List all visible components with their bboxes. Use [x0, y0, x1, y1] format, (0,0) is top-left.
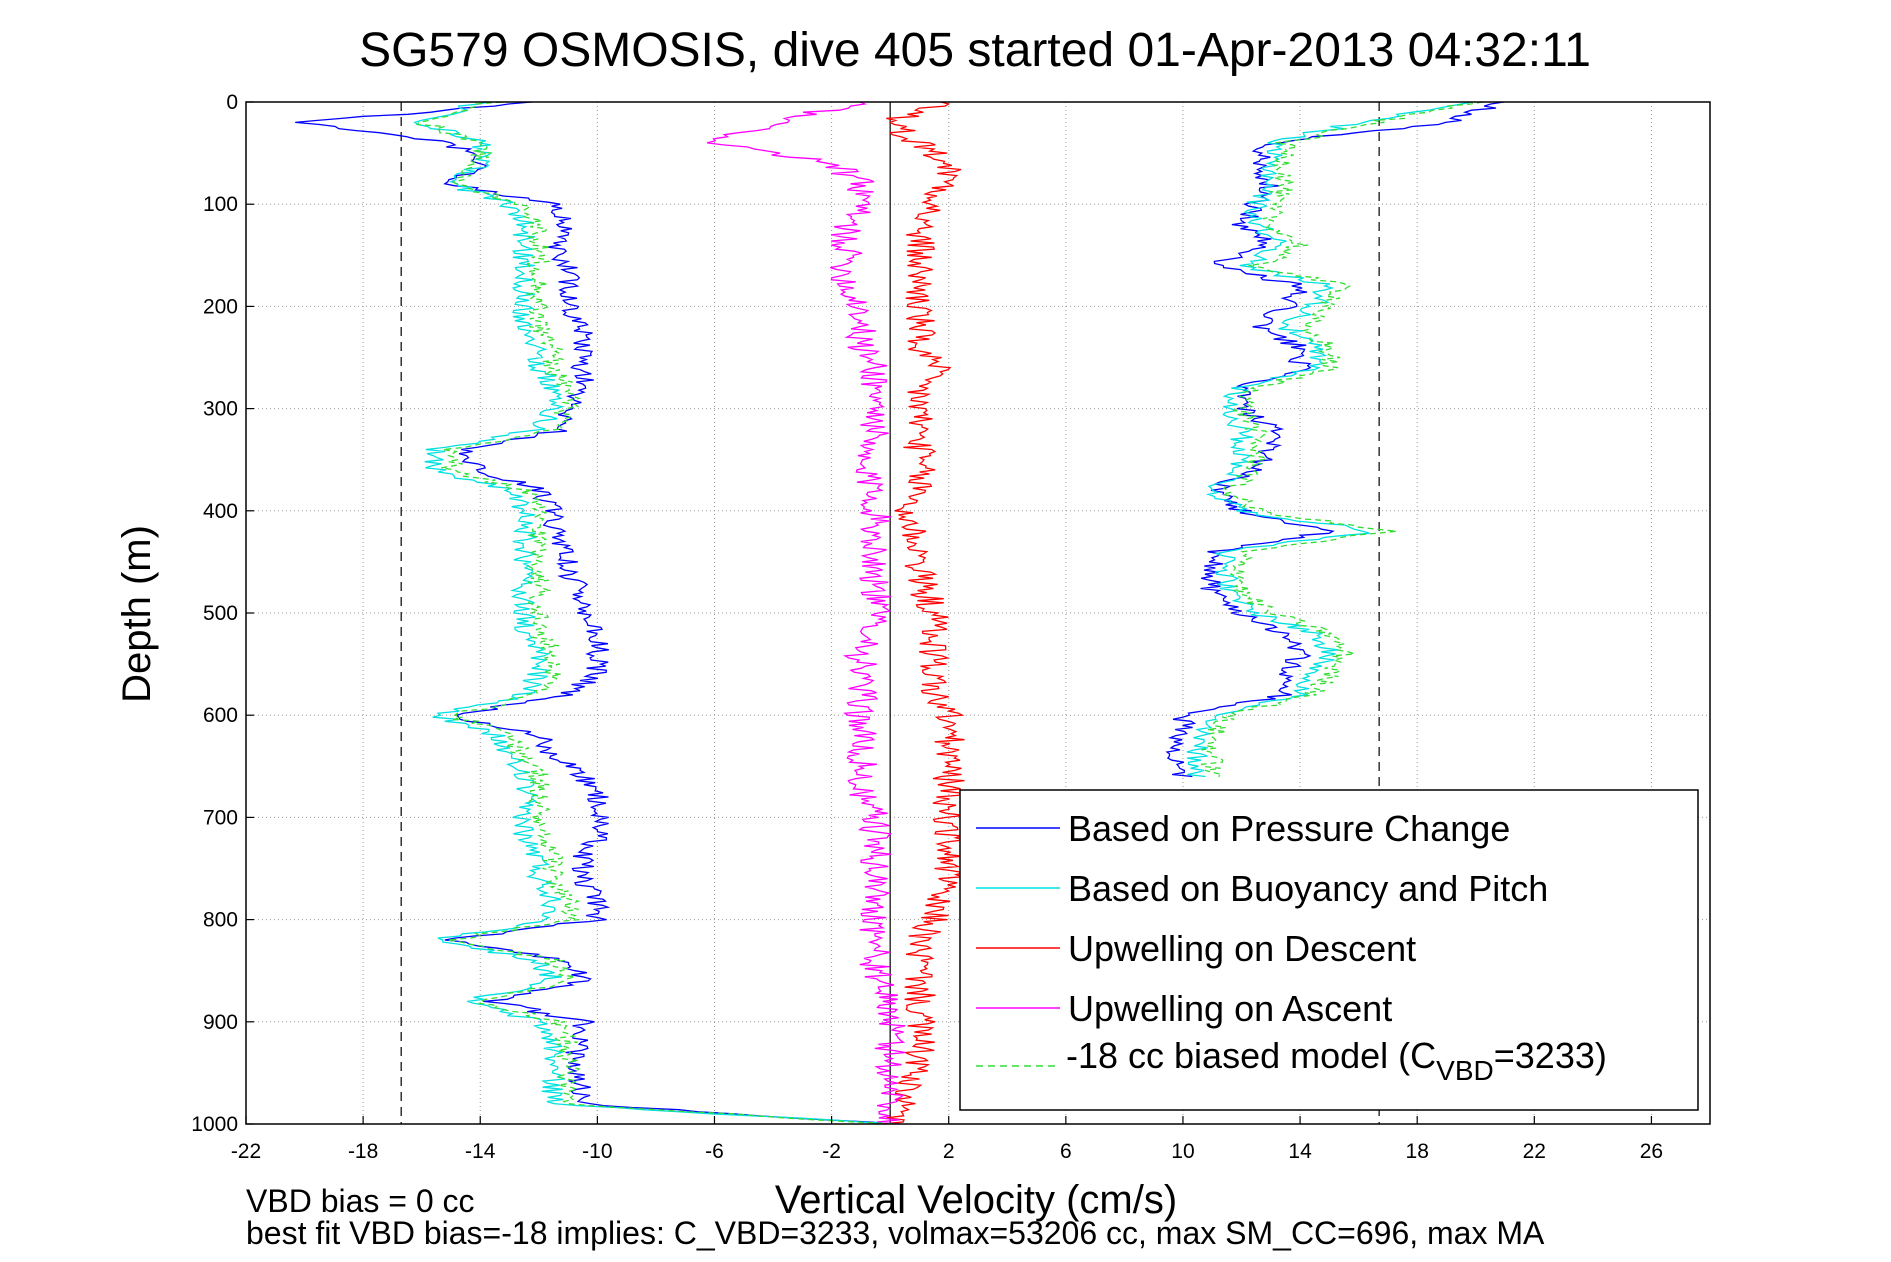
x-tick-label-7: 6 [1060, 1140, 1072, 1163]
series-1-descent-line [413, 101, 901, 1125]
x-tick-label-5: -2 [822, 1140, 841, 1163]
legend-label-pressure: Based on Pressure Change [1068, 808, 1510, 849]
x-tick-label-11: 22 [1523, 1140, 1546, 1163]
x-tick-label-12: 26 [1640, 1140, 1663, 1163]
x-tick-label-1: -18 [348, 1140, 378, 1163]
series-4-ascent-line [1200, 101, 1483, 778]
y-tick-label-7: 700 [203, 806, 238, 829]
x-tick-label-8: 10 [1171, 1140, 1194, 1163]
y-tick-label-9: 900 [203, 1011, 238, 1034]
series-1 [413, 101, 1473, 1125]
legend-label-biased-model: -18 cc biased model (CVBD=3233) [1066, 1035, 1607, 1086]
x-axis-label: Vertical Velocity (cm/s) [775, 1178, 1177, 1222]
y-tick-label-5: 500 [203, 602, 238, 625]
y-tick-label-2: 200 [203, 295, 238, 318]
y-tick-label-8: 800 [203, 909, 238, 932]
y-axis-ticks: 0 100 200 300 400 500 600 700 800 900 1000 [191, 91, 254, 1136]
series-4 [416, 101, 1483, 1125]
series-2 [878, 101, 965, 1125]
series-3-line [706, 101, 906, 1125]
x-tick-label-0: -22 [231, 1140, 261, 1163]
legend-label-upwelling-descent: Upwelling on Descent [1068, 928, 1416, 969]
legend-label-upwelling-ascent: Upwelling on Ascent [1068, 988, 1392, 1029]
x-tick-label-9: 14 [1288, 1140, 1312, 1163]
reference-lines [400, 102, 1380, 1124]
series-layer [295, 101, 1505, 1125]
legend: Based on Pressure Change Based on Buoyan… [959, 789, 1699, 1111]
series-2-line [878, 101, 965, 1125]
legend-label-buoyancy: Based on Buoyancy and Pitch [1068, 868, 1548, 909]
series-0-descent-line [295, 101, 895, 1125]
x-tick-label-10: 18 [1406, 1140, 1429, 1163]
y-axis-label: Depth (m) [115, 525, 159, 703]
series-0-ascent-line [1165, 101, 1505, 778]
series-0 [295, 101, 1505, 1125]
series-4-descent-line [416, 101, 899, 1125]
series-1-ascent-line [1186, 101, 1473, 778]
y-tick-label-4: 400 [203, 500, 238, 523]
x-tick-label-3: -10 [582, 1140, 612, 1163]
y-tick-label-0: 0 [226, 91, 238, 114]
footer-best-fit: best fit VBD bias=-18 implies: C_VBD=323… [246, 1215, 1545, 1251]
x-tick-label-4: -6 [705, 1140, 724, 1163]
x-tick-label-6: 2 [943, 1140, 955, 1163]
y-tick-label-3: 300 [203, 398, 238, 421]
y-tick-label-1: 100 [203, 193, 238, 216]
x-axis-ticks: -22 -18 -14 -10 -6 -2 2 6 10 14 18 22 26 [231, 1116, 1663, 1163]
chart-title: SG579 OSMOSIS, dive 405 started 01-Apr-2… [359, 24, 1591, 77]
series-3 [706, 101, 906, 1125]
footer-vbd-bias: VBD bias = 0 cc [246, 1183, 475, 1219]
y-tick-label-10: 1000 [191, 1113, 238, 1136]
legend-box [959, 789, 1699, 1111]
y-tick-label-6: 600 [203, 704, 238, 727]
x-tick-label-2: -14 [465, 1140, 496, 1163]
